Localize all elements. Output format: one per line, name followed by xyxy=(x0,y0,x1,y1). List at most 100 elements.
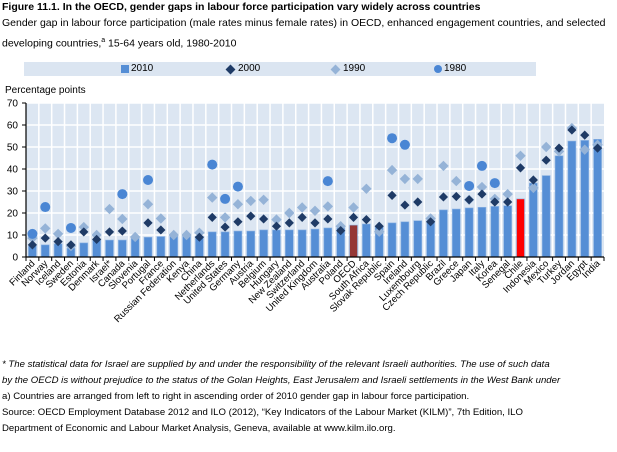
marker-2000 xyxy=(503,197,513,207)
marker-2000 xyxy=(117,226,127,236)
marker-2000 xyxy=(400,200,410,210)
marker-2000 xyxy=(554,143,564,153)
source-line2: Department of Economic and Labour Market… xyxy=(2,423,396,434)
y-tick-label: 50 xyxy=(7,143,19,154)
marker-1990 xyxy=(374,226,385,237)
bar-2010 xyxy=(323,227,333,258)
marker-2000 xyxy=(66,240,76,250)
chart-legend: 2010 2000 1990 1980 xyxy=(24,62,536,76)
israel-note-line1: * The statistical data for Israel are su… xyxy=(2,359,550,370)
legend-label: 2000 xyxy=(238,63,261,74)
bar-2010 xyxy=(387,222,397,258)
subtitle-line1: Gender gap in labour force participation… xyxy=(2,17,606,29)
axes xyxy=(22,102,605,261)
x-tick-labels: FinlandNorwayIcelandSwedenEstoniaDenmark… xyxy=(8,258,604,325)
bar-2010 xyxy=(105,239,114,258)
marker-2000 xyxy=(156,225,166,235)
marker-1980 xyxy=(232,181,243,192)
bar-2010 xyxy=(143,236,153,258)
marker-2000 xyxy=(426,217,436,227)
footnote-marker: a xyxy=(101,37,106,44)
marker-1990 xyxy=(386,164,398,176)
bar-2010 xyxy=(490,206,500,258)
marker-2000 xyxy=(567,125,577,135)
bar-2010 xyxy=(529,182,538,258)
square-marker-icon xyxy=(121,65,129,73)
y-tick-label: 70 xyxy=(7,99,19,110)
bar-2010 xyxy=(220,231,230,258)
marker-1990 xyxy=(258,194,269,205)
figure-notes: * The statistical data for Israel are su… xyxy=(2,357,614,437)
marker-2000 xyxy=(374,221,384,231)
bar-2010 xyxy=(349,224,358,258)
marker-1990 xyxy=(219,212,231,223)
marker-2000 xyxy=(27,240,38,250)
marker-1980 xyxy=(489,178,500,189)
marker-1980 xyxy=(464,180,475,191)
marker-2000 xyxy=(387,190,397,200)
bar-2010 xyxy=(310,228,320,258)
marker-1990 xyxy=(361,183,372,194)
marker-1980 xyxy=(207,159,218,170)
marker-1990 xyxy=(142,199,154,210)
marker-2000 xyxy=(541,155,551,165)
bar-2010 xyxy=(233,230,243,258)
marker-2000 xyxy=(515,163,526,173)
marker-2000 xyxy=(53,237,63,247)
marker-1990 xyxy=(528,182,539,194)
marker-2000 xyxy=(490,197,500,207)
marker-1980 xyxy=(27,228,38,239)
chart-svg: 0 10 20 30 40 50 60 70 FinlandNorwayIcelandSwed… xyxy=(7,99,605,325)
legend-item-1990: 1990 xyxy=(330,62,366,76)
marker-2000 xyxy=(580,130,590,140)
figure-subtitle: Gender gap in labour force participation… xyxy=(2,15,617,53)
bar-2010 xyxy=(516,198,525,258)
marker-1990 xyxy=(502,188,513,200)
bar-2010 xyxy=(79,242,89,258)
bar-2010 xyxy=(272,229,281,258)
bar-2010 xyxy=(400,221,410,258)
marker-2000 xyxy=(271,221,282,231)
bar-2010 xyxy=(452,208,461,258)
marker-1980 xyxy=(220,193,231,204)
legend-label: 2010 xyxy=(131,63,154,74)
marker-2000 xyxy=(361,215,371,225)
marker-2000 xyxy=(528,175,538,185)
marker-1990 xyxy=(104,203,115,215)
marker-1990 xyxy=(155,213,167,224)
marker-1990 xyxy=(129,231,141,243)
y-tick-label: 20 xyxy=(7,209,19,220)
legend-label: 1990 xyxy=(343,63,366,74)
bar-2010 xyxy=(593,138,602,258)
marker-1980 xyxy=(322,176,333,187)
circle-marker-icon xyxy=(434,65,442,73)
subtitle-line2a: developing countries, xyxy=(2,37,102,50)
marker-1990 xyxy=(451,175,462,187)
bar-2010 xyxy=(439,209,448,258)
bar-2010 xyxy=(477,206,487,258)
marker-1990 xyxy=(207,192,218,203)
marker-1980 xyxy=(387,133,398,144)
marker-2000 xyxy=(233,217,243,227)
y-tick-labels: 0 10 20 30 40 50 60 70 xyxy=(7,99,19,264)
marker-2000 xyxy=(323,214,333,224)
bar-2010 xyxy=(297,229,307,258)
legend-label: 1980 xyxy=(444,63,467,74)
marker-1990 xyxy=(476,181,488,193)
marker-2000 xyxy=(259,214,269,224)
bar-2010 xyxy=(580,140,590,258)
bar-2010 xyxy=(285,229,294,258)
source-line1: Source: OECD Employment Database 2012 an… xyxy=(2,407,523,418)
bar-2010 xyxy=(156,236,166,258)
marker-1990 xyxy=(232,199,244,210)
marker-1980 xyxy=(40,202,51,213)
bar-2010 xyxy=(259,229,268,258)
legend-item-2010: 2010 xyxy=(121,62,153,76)
y-tick-label: 0 xyxy=(12,253,18,264)
marker-2000 xyxy=(194,232,204,242)
y-axis-title: Percentage points xyxy=(5,85,86,96)
marker-2000 xyxy=(143,218,153,228)
marker-2000 xyxy=(284,218,294,228)
marker-2000 xyxy=(92,234,102,244)
marker-2000 xyxy=(348,212,359,222)
